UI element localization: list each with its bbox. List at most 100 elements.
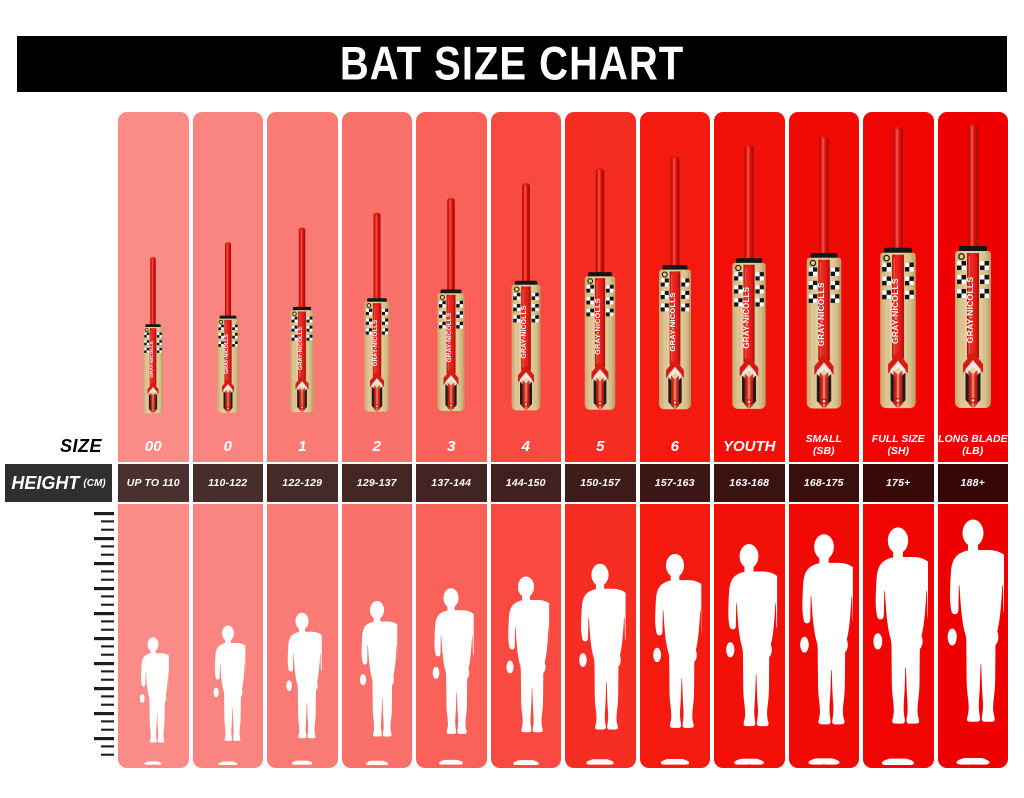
row-label-height: HEIGHT (CM) [5,464,112,502]
cricket-bat: GRAY-NICOLLS [880,126,917,409]
height-value: 129-137 [356,477,397,489]
bat-panel: GRAY-NICOLLS [192,112,263,430]
bat-spine-decal [888,352,909,409]
size-value: FULL SIZE [871,433,925,446]
checker-pattern-right [606,284,614,317]
silhouette-panel [118,504,189,768]
size-columns: GRAY-NICOLLS [118,112,1008,768]
silhouette-panel [416,504,487,768]
bat-panel: GRAY-NICOLLS [416,112,487,430]
checker-pattern-right [381,308,388,335]
height-cell: UP TO 110 [118,464,189,502]
size-cell: FULL SIZE (SH) [863,430,934,462]
bat-toe-emblem [821,398,827,404]
row-label-size: SIZE [0,430,112,462]
size-column[interactable]: GRAY-NICOLLS [192,112,263,768]
size-value: 4 [521,437,530,455]
height-value: 150-157 [580,477,621,489]
checker-pattern-right [979,261,989,298]
bat-spine-decal [591,362,609,410]
cricket-bat: GRAY-NICOLLS [584,168,616,410]
person-silhouette [213,625,246,765]
bat-panel: GRAY-NICOLLS [937,112,1008,430]
checker-pattern-left [365,308,372,335]
size-value: 6 [670,437,679,455]
size-value-abbrev: (LB) [962,445,984,457]
bat-toe-emblem [226,406,230,410]
size-value: SMALL [805,433,842,446]
height-value: 122-129 [282,477,323,489]
size-value: 5 [596,437,605,455]
size-cell: 00 [118,430,189,462]
checker-pattern-right [755,272,765,307]
height-cell: 110-122 [192,464,263,502]
bat-brand-text: GRAY-NICOLLS [742,286,751,348]
bat-brand-text: GRAY-NICOLLS [446,312,453,362]
size-column[interactable]: GRAY-NICOLLS [118,112,189,768]
checker-pattern-left [808,267,818,303]
person-silhouette [873,526,929,765]
size-column[interactable]: GRAY-NICOLLS [565,112,636,768]
checker-pattern-left [512,292,521,323]
person-silhouette [799,534,853,765]
height-value: UP TO 110 [126,477,180,489]
bat-spine-decal [443,369,459,411]
size-column[interactable]: GRAY-NICOLLS [714,112,785,768]
bat-panel: GRAY-NICOLLS [788,112,859,430]
height-value: 175+ [886,477,911,489]
height-value: 110-122 [208,477,248,489]
size-cell: YOUTH [714,430,785,462]
silhouette-panel [863,504,934,768]
height-cell: 175+ [863,464,934,502]
size-column[interactable]: GRAY-NICOLLS [490,112,561,768]
checker-pattern-left [439,300,446,329]
size-value: 3 [447,437,456,455]
silhouette-panel [267,504,338,768]
silhouette-panel [565,504,636,768]
row-label-height-unit: (CM) [83,477,106,489]
cricket-bat: GRAY-NICOLLS [143,257,164,414]
checker-pattern-right [456,300,464,329]
bat-panel: GRAY-NICOLLS [714,112,785,430]
size-column[interactable]: GRAY-NICOLLS [788,112,859,768]
height-value: 157-163 [654,477,695,489]
size-cell: 0 [192,430,263,462]
size-column[interactable]: GRAY-NICOLLS [639,112,710,768]
cricket-bat: GRAY-NICOLLS [364,212,390,412]
bat-toe-emblem [449,403,454,408]
size-column[interactable]: GRAY-NICOLLS [416,112,487,768]
cricket-bat: GRAY-NICOLLS [954,124,991,408]
size-column[interactable]: GRAY-NICOLLS [267,112,338,768]
height-cell: 188+ [937,464,1008,502]
bat-spine-decal [147,382,159,414]
bat-panel: GRAY-NICOLLS [863,112,934,430]
size-column[interactable]: GRAY-NICOLLS [937,112,1008,768]
size-cell: 6 [639,430,710,462]
bat-toe-emblem [598,401,603,406]
silhouette-panel [490,504,561,768]
person-silhouette [726,544,778,765]
checker-pattern-right [680,278,689,312]
silhouette-panel [341,504,412,768]
bat-brand-text: GRAY-NICOLLS [890,278,900,344]
silhouette-panel [192,504,263,768]
person-silhouette [947,519,1004,765]
size-value: 00 [144,437,162,455]
checker-pattern-right [830,267,840,303]
cricket-bat: GRAY-NICOLLS [437,198,465,411]
bat-spine-decal [814,354,834,409]
bat-toe-emblem [523,402,528,407]
bat-toe-emblem [970,398,976,403]
bat-brand-text: GRAY-NICOLLS [149,341,155,378]
person-silhouette [286,612,322,765]
bat-panel: GRAY-NICOLLS [341,112,412,430]
bat-toe-emblem [151,407,155,411]
size-column[interactable]: GRAY-NICOLLS [863,112,934,768]
size-column[interactable]: GRAY-NICOLLS [341,112,412,768]
checker-pattern-left [882,262,892,300]
bat-toe-emblem [746,399,752,405]
height-ruler [88,508,114,766]
bat-brand-text: GRAY-NICOLLS [965,277,975,344]
height-value: 137-144 [431,477,472,489]
